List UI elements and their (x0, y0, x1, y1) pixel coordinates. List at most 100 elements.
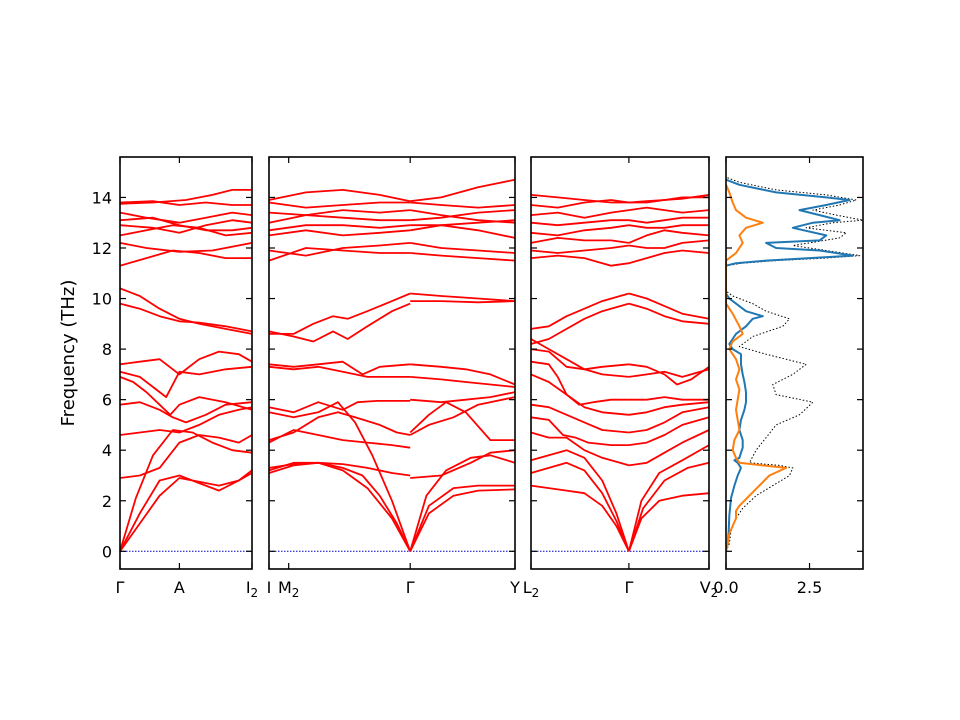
phonon-band-line (530, 461, 630, 552)
phonon-band-line (530, 403, 629, 434)
dos-panel: 0.0 2.5 (713, 156, 864, 597)
x-tick-label: M2 (278, 578, 299, 600)
phonon-band-line (268, 461, 411, 477)
dos-curves (726, 176, 863, 552)
panel-frame (119, 156, 253, 570)
y-tick-label: 6 (102, 391, 112, 410)
phonon-band-line (530, 338, 629, 378)
phonon-band-line (628, 194, 710, 204)
y-tick-label: 14 (92, 188, 112, 207)
phonon-band-line (410, 376, 516, 388)
phonon-band-line (268, 429, 411, 449)
x-tick-label: V2 (700, 578, 719, 600)
phonon-band-line (628, 229, 710, 244)
y-tick-label: 4 (102, 441, 112, 460)
x-tick-label-subscript: 2 (292, 586, 300, 600)
phonon-band-line (119, 365, 253, 398)
x-tick-label: Y (509, 578, 520, 597)
phonon-band-line (530, 209, 630, 219)
phonon-band-line (410, 292, 516, 302)
panel-frame (530, 156, 710, 570)
x-tick-label-main: Γ (116, 578, 125, 597)
phonon-band-line (628, 406, 710, 434)
x-tick-label-main: L (523, 578, 532, 597)
x-tick-label-main: Γ (624, 578, 633, 597)
phonon-band-line (268, 189, 411, 203)
phonon-band-line (628, 239, 710, 249)
x-tick-label: Γ (624, 578, 633, 597)
phonon-band-line (410, 449, 516, 479)
phonon-band-line (410, 391, 516, 404)
phonon-band-line (268, 229, 411, 237)
phonon-band-line (119, 434, 253, 479)
phonon-band-line (530, 360, 629, 406)
phonon-band-line (410, 178, 516, 203)
y-tick-label: 8 (102, 340, 112, 359)
phonon-band-line (409, 484, 515, 552)
phonon-band-line (119, 429, 253, 552)
phonon-band-line (628, 429, 710, 467)
dos-x-tick-label: 0.0 (713, 578, 738, 597)
phonon-band-line (628, 492, 710, 552)
dos-projected-curve (726, 184, 788, 552)
phonon-band-line (119, 219, 253, 234)
phonon-band-line (409, 488, 516, 552)
phonon-band-line (628, 461, 710, 552)
x-tick-label: I2 (246, 578, 258, 600)
phonon-band-line (268, 209, 411, 216)
dos-projected-curve (726, 178, 854, 552)
phonon-band-line (410, 209, 516, 222)
phonon-band-line (628, 216, 709, 224)
phonon-band-line (268, 242, 411, 257)
phonon-band-line (410, 363, 516, 386)
phonon-band-line (530, 373, 629, 416)
x-tick-label-main: Γ (406, 578, 415, 597)
y-tick-label: 0 (102, 542, 112, 561)
x-tick-label: Γ (116, 578, 125, 597)
phonon-band-line (268, 302, 411, 343)
phonon-band-line (119, 376, 253, 416)
y-axis-label: Frequency (THz) (58, 280, 79, 427)
phonon-band-line (628, 206, 710, 214)
phonon-band-line (268, 411, 411, 441)
phonon-band-line (268, 401, 412, 552)
phonon-band-line (268, 461, 411, 552)
phonon-band-line (119, 200, 252, 206)
panel-frame (725, 156, 864, 570)
phonon-band-line (530, 224, 630, 237)
phonon-band-line (409, 401, 515, 441)
phonon-band-line (119, 302, 253, 333)
phonon-band-line (628, 302, 710, 325)
phonon-band-line (530, 431, 630, 467)
phonon-band-line (409, 454, 516, 552)
x-tick-label: Γ (406, 578, 415, 597)
phonon-band-line (530, 348, 629, 371)
phonon-band-line (268, 224, 411, 232)
phonon-band-line (628, 396, 709, 401)
phonon-band-line (119, 406, 253, 436)
phonon-band-line (628, 368, 710, 378)
y-tick-label: 2 (102, 492, 112, 511)
phonon-band-line (628, 224, 709, 229)
phonon-band-line (410, 224, 516, 239)
x-tick-label-main: A (174, 578, 185, 597)
x-tick-label: A (174, 578, 185, 597)
phonon-band-line (269, 292, 411, 335)
x-tick-label-main: Y (509, 578, 520, 597)
phonon-band-line (409, 396, 516, 436)
x-tick-label: I (267, 578, 272, 597)
phonon-band-line (268, 214, 411, 224)
x-tick-label-main: I (246, 578, 251, 597)
phonon-band-line (628, 292, 710, 320)
phonon-band-line (410, 300, 516, 304)
x-tick-label-subscript: 2 (532, 586, 540, 600)
phonon-band-line (119, 350, 253, 376)
phonon-band-line (119, 242, 253, 253)
phonon-band-line (530, 237, 630, 244)
phonon-band-line (530, 199, 630, 209)
band-panel-2: I M2 Γ Y (267, 156, 520, 600)
phonon-band-line (530, 219, 629, 227)
phonon-band-line (628, 416, 710, 446)
phonon-band-line (410, 252, 516, 262)
